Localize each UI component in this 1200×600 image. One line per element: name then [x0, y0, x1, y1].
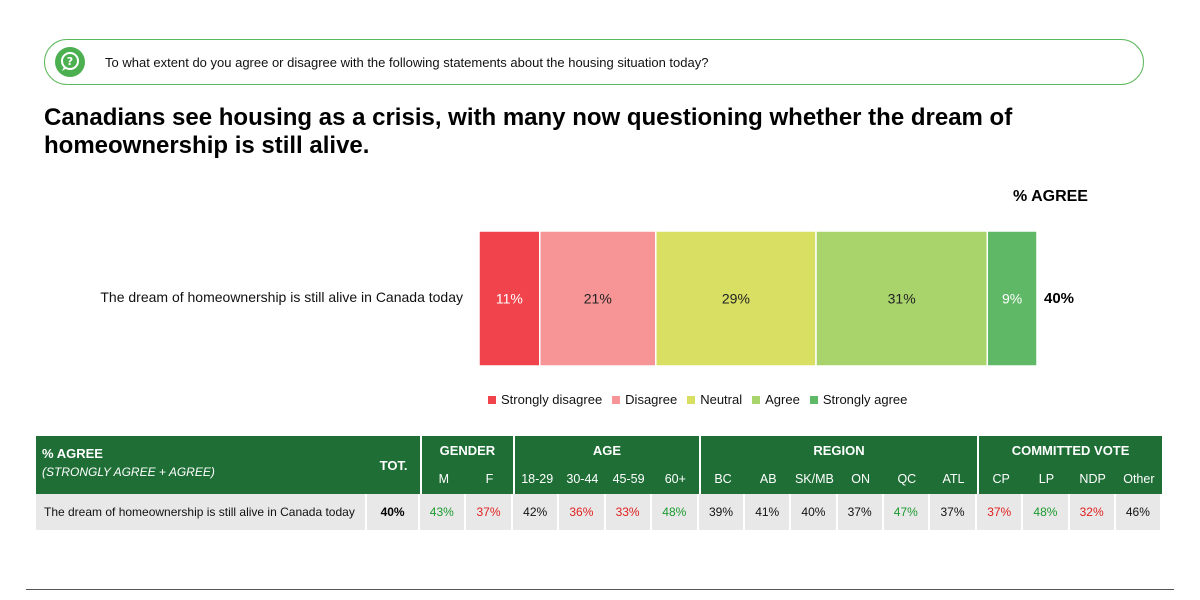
value-cell: 42% [513, 494, 560, 530]
value-cell: 37% [929, 494, 978, 530]
value-cell: 48% [651, 494, 699, 530]
value-cell: 48% [1023, 494, 1070, 530]
col-header: AB [745, 464, 792, 494]
table-label-header: % AGREE (STRONGLY AGREE + AGREE) [36, 436, 368, 494]
legend-swatch [612, 395, 621, 404]
group-header-gender: GENDER [419, 436, 514, 464]
agree-column-header: % AGREE [1013, 188, 1088, 205]
table-row: The dream of homeownership is still aliv… [36, 494, 1162, 530]
row-tot-cell: 40% [367, 494, 420, 530]
legend-swatch [809, 395, 818, 404]
col-header: NDP [1069, 464, 1116, 494]
value-cell: 46% [1115, 494, 1162, 530]
value-cell: 37% [465, 494, 514, 530]
col-header: ATL [929, 464, 978, 494]
legend-item-strongly-agree: Strongly agree [809, 392, 908, 407]
value-cell: 43% [419, 494, 466, 530]
value-cell: 39% [698, 494, 746, 530]
legend-item-strongly-disagree: Strongly disagree [488, 392, 602, 407]
footer-divider [26, 589, 1174, 590]
group-header-age: AGE [513, 436, 699, 464]
bar-data-label: 21% [584, 291, 612, 307]
legend-item-agree: Agree [752, 392, 800, 407]
col-header: LP [1023, 464, 1070, 494]
legend-swatch [752, 395, 761, 404]
col-header: ON [837, 464, 884, 494]
col-header: 45-59 [605, 464, 652, 494]
legend-label: Strongly disagree [501, 392, 603, 407]
bar-segment-disagree [539, 230, 657, 367]
table-group-header-row: % AGREE (STRONGLY AGREE + AGREE) TOT. GE… [36, 436, 1162, 494]
col-header: CP [977, 464, 1024, 494]
bar-data-label: 11% [496, 291, 523, 307]
svg-text:?: ? [67, 55, 73, 68]
group-header-committed-vote: COMMITTED VOTE [977, 436, 1162, 464]
bar-segment-agree [815, 230, 989, 367]
table-column-header-row: M F 18-29 30-44 45-59 60+ BC AB SK/MB ON… [36, 464, 1162, 494]
value-cell: 33% [605, 494, 652, 530]
question-box: ? To what extent do you agree or disagre… [44, 39, 1144, 85]
value-cell: 41% [745, 494, 792, 530]
col-header: 18-29 [513, 464, 560, 494]
tot-header: TOT. [367, 436, 420, 494]
row-label-cell: The dream of homeownership is still aliv… [36, 494, 368, 530]
value-cell: 37% [837, 494, 884, 530]
bar-data-label: 9% [1002, 291, 1022, 307]
group-header-region: REGION [698, 436, 978, 464]
col-header: Other [1115, 464, 1162, 494]
question-chat-icon: ? [55, 47, 85, 77]
col-header: 60+ [651, 464, 699, 494]
legend-label: Disagree [625, 392, 678, 407]
bar-data-label: 31% [888, 291, 916, 307]
value-cell: 40% [791, 494, 838, 530]
legend-item-disagree: Disagree [612, 392, 677, 407]
col-header: F [465, 464, 514, 494]
bar-data-label: 29% [722, 291, 750, 307]
table-header-subtitle: (STRONGLY AGREE + AGREE) [42, 465, 215, 479]
legend-label: Strongly agree [822, 392, 908, 407]
chart-row-label: The dream of homeownership is still aliv… [100, 289, 463, 305]
legend-label: Neutral [700, 392, 743, 407]
value-cell: 32% [1069, 494, 1116, 530]
col-header: SK/MB [791, 464, 838, 494]
col-header: BC [698, 464, 746, 494]
table-header-title: % AGREE [42, 446, 103, 461]
question-text: To what extent do you agree or disagree … [105, 54, 709, 70]
legend-item-neutral: Neutral [687, 392, 742, 407]
legend-swatch [488, 395, 496, 404]
chart-legend: Strongly disagree Disagree Neutral Agree… [488, 392, 907, 407]
value-cell: 47% [883, 494, 930, 530]
legend-label: Agree [765, 392, 800, 407]
breakdown-table: % AGREE (STRONGLY AGREE + AGREE) TOT. GE… [36, 436, 1162, 530]
col-header: QC [883, 464, 930, 494]
agree-total-value: 40% [1044, 290, 1075, 307]
legend-swatch [687, 395, 696, 404]
bar-segment-strongly-agree [986, 230, 1038, 367]
col-header: M [419, 464, 466, 494]
value-cell: 36% [559, 494, 606, 530]
value-cell: 37% [977, 494, 1024, 530]
col-header: 30-44 [559, 464, 606, 494]
page-headline: Canadians see housing as a crisis, with … [44, 104, 1013, 159]
